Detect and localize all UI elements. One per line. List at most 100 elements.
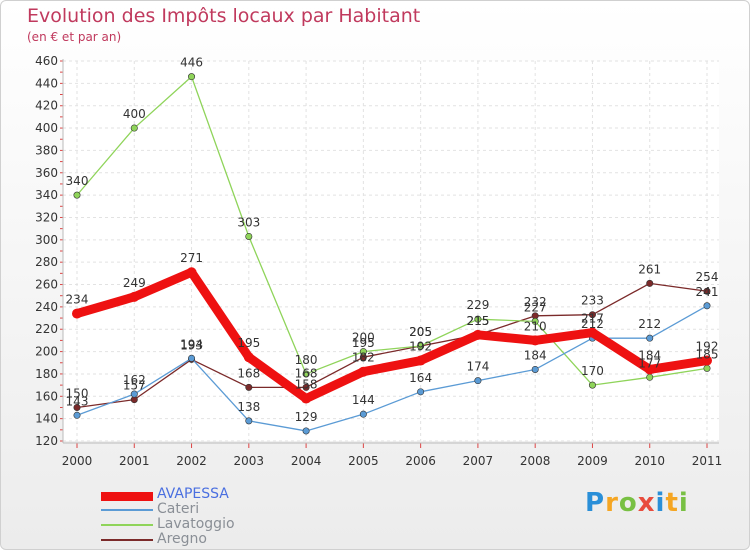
y-tick-label: 140 bbox=[35, 412, 58, 426]
data-point-avapessa bbox=[644, 364, 655, 375]
legend-swatch-avapessa bbox=[101, 492, 153, 501]
x-tick-label: 2008 bbox=[520, 454, 551, 468]
legend-label-avapessa: AVAPESSA bbox=[157, 486, 229, 502]
data-point-lavatoggio bbox=[73, 191, 81, 199]
data-label-avapessa: 195 bbox=[237, 336, 260, 350]
data-point-cateri bbox=[646, 334, 654, 342]
data-label-avapessa: 192 bbox=[696, 340, 719, 354]
data-point-aregno bbox=[588, 311, 596, 319]
data-label-aregno: 193 bbox=[180, 338, 203, 352]
x-tick-label: 2010 bbox=[634, 454, 665, 468]
data-label-cateri: 241 bbox=[696, 285, 719, 299]
y-tick-label: 320 bbox=[35, 210, 58, 224]
data-point-lavatoggio bbox=[474, 315, 482, 323]
data-label-avapessa: 271 bbox=[180, 251, 203, 265]
data-point-aregno bbox=[245, 383, 253, 391]
series-line-avapessa bbox=[72, 267, 712, 404]
data-label-lavatoggio: 185 bbox=[696, 347, 719, 361]
data-point-lavatoggio bbox=[359, 348, 367, 356]
data-label-cateri: 174 bbox=[466, 360, 489, 374]
data-label-lavatoggio: 340 bbox=[66, 174, 89, 188]
data-label-lavatoggio: 400 bbox=[123, 107, 146, 121]
data-point-cateri bbox=[302, 427, 310, 435]
data-point-avapessa bbox=[472, 329, 483, 340]
data-point-lavatoggio bbox=[130, 124, 138, 132]
chart-subtitle: (en € et par an) bbox=[27, 30, 122, 44]
logo-letter: o bbox=[618, 488, 638, 518]
data-label-avapessa: 184 bbox=[638, 348, 661, 362]
data-point-cateri bbox=[474, 377, 482, 385]
proxiti-logo: Proxiti bbox=[585, 488, 689, 518]
logo-letter: t bbox=[665, 488, 679, 518]
legend-swatch-lavatoggio bbox=[101, 524, 153, 526]
data-point-cateri bbox=[703, 302, 711, 310]
data-label-aregno: 205 bbox=[409, 325, 432, 339]
logo-letter: r bbox=[605, 488, 619, 518]
y-tick-label: 300 bbox=[35, 233, 58, 247]
y-tick-label: 420 bbox=[35, 99, 58, 113]
y-tick-label: 220 bbox=[35, 322, 58, 336]
series-line-lavatoggio bbox=[76, 75, 708, 386]
y-tick-label: 260 bbox=[35, 278, 58, 292]
y-tick-label: 380 bbox=[35, 143, 58, 157]
data-label-aregno: 168 bbox=[295, 366, 318, 380]
data-point-cateri bbox=[130, 390, 138, 398]
data-point-cateri bbox=[188, 354, 196, 362]
x-tick-label: 2006 bbox=[405, 454, 436, 468]
data-label-lavatoggio: 229 bbox=[466, 298, 489, 312]
logo-letter: i bbox=[678, 488, 689, 518]
y-tick-label: 460 bbox=[35, 54, 58, 68]
data-point-aregno bbox=[646, 279, 654, 287]
data-point-avapessa bbox=[301, 393, 312, 404]
data-label-avapessa: 249 bbox=[123, 276, 146, 290]
y-tick-label: 160 bbox=[35, 389, 58, 403]
data-label-avapessa: 158 bbox=[295, 378, 318, 392]
plot-area bbox=[63, 61, 719, 441]
data-point-avapessa bbox=[243, 352, 254, 363]
series-line-aregno bbox=[76, 282, 708, 409]
x-tick-label: 2000 bbox=[62, 454, 93, 468]
data-label-cateri: 184 bbox=[524, 348, 547, 362]
data-label-aregno: 157 bbox=[123, 379, 146, 393]
data-point-lavatoggio bbox=[245, 232, 253, 240]
data-label-cateri: 164 bbox=[409, 371, 432, 385]
data-label-cateri: 162 bbox=[123, 373, 146, 387]
legend-label-lavatoggio: Lavatoggio bbox=[157, 516, 235, 532]
x-tick-label: 2002 bbox=[176, 454, 207, 468]
legend-swatch-cateri bbox=[101, 509, 153, 511]
legend-swatch-aregno bbox=[101, 539, 153, 541]
data-point-cateri bbox=[245, 417, 253, 425]
x-tick-label: 2011 bbox=[692, 454, 723, 468]
data-point-lavatoggio bbox=[302, 370, 310, 378]
data-point-avapessa bbox=[702, 355, 712, 366]
data-point-avapessa bbox=[186, 267, 197, 278]
data-label-aregno: 215 bbox=[466, 314, 489, 328]
data-label-aregno: 232 bbox=[524, 295, 547, 309]
data-point-avapessa bbox=[358, 366, 369, 377]
y-tick-label: 200 bbox=[35, 345, 58, 359]
data-point-lavatoggio bbox=[646, 373, 654, 381]
data-label-cateri: 129 bbox=[295, 410, 318, 424]
data-point-avapessa bbox=[587, 327, 598, 338]
data-label-cateri: 143 bbox=[66, 394, 89, 408]
data-label-cateri: 212 bbox=[581, 317, 604, 331]
data-label-avapessa: 217 bbox=[581, 312, 604, 326]
x-tick-label: 2001 bbox=[119, 454, 150, 468]
y-tick-label: 340 bbox=[35, 188, 58, 202]
data-label-avapessa: 192 bbox=[409, 340, 432, 354]
y-tick-label: 240 bbox=[35, 300, 58, 314]
data-label-aregno: 261 bbox=[638, 262, 661, 276]
data-label-lavatoggio: 170 bbox=[581, 364, 604, 378]
data-label-lavatoggio: 200 bbox=[352, 331, 375, 345]
data-label-avapessa: 234 bbox=[66, 293, 89, 307]
data-point-cateri bbox=[417, 388, 425, 396]
data-label-lavatoggio: 446 bbox=[180, 56, 203, 70]
data-point-lavatoggio bbox=[531, 317, 539, 325]
y-tick-label: 400 bbox=[35, 121, 58, 135]
data-point-avapessa bbox=[72, 308, 82, 319]
x-tick-label: 2005 bbox=[348, 454, 379, 468]
y-tick-label: 360 bbox=[35, 166, 58, 180]
data-label-avapessa: 210 bbox=[524, 319, 547, 333]
data-label-lavatoggio: 303 bbox=[237, 215, 260, 229]
